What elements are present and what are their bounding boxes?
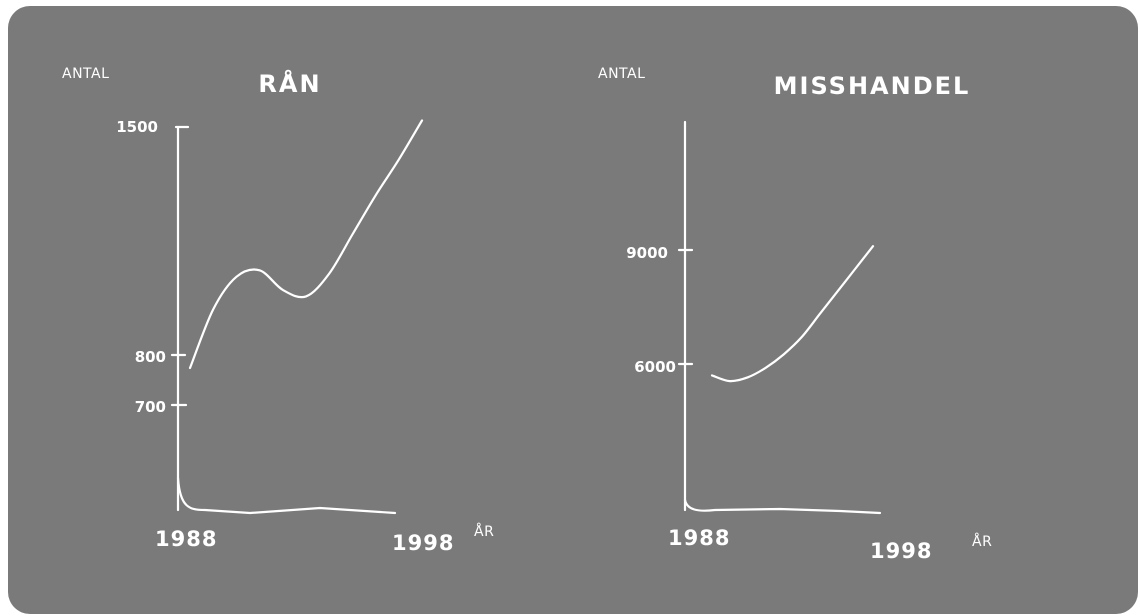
chart1-xtick-1998: 1998 — [392, 531, 454, 555]
chart1-xtick-1988: 1988 — [155, 527, 217, 551]
chart1-title: RÅN — [258, 69, 321, 98]
chart1-x-axis — [176, 476, 397, 515]
chart-ran: ANTAL RÅN 1500 800 700 1988 1998 ÅR — [62, 66, 494, 555]
chart1-ytick-label-800: 800 — [135, 348, 166, 366]
chart1-series-line — [188, 119, 424, 370]
chart-panel — [8, 6, 1138, 614]
chart2-x-axis — [683, 498, 882, 515]
chart2-xtick-1988: 1988 — [668, 526, 730, 550]
chart-misshandel: ANTAL MISSHANDEL 9000 6000 1988 1998 ÅR — [598, 66, 992, 563]
chart1-xlabel: ÅR — [474, 523, 494, 540]
chart1-ytick-label-1500: 1500 — [116, 118, 158, 136]
chart2-xlabel: ÅR — [972, 533, 992, 550]
chart1-ylabel: ANTAL — [62, 66, 109, 82]
chart2-ytick-label-9000: 9000 — [626, 244, 668, 262]
chart2-ylabel: ANTAL — [598, 66, 645, 82]
chart2-series-line — [710, 245, 875, 383]
chart2-ytick-label-6000: 6000 — [634, 358, 676, 376]
chart2-xtick-1998: 1998 — [870, 539, 932, 563]
chart1-ytick-label-700: 700 — [135, 398, 166, 416]
chart2-title: MISSHANDEL — [774, 72, 971, 100]
